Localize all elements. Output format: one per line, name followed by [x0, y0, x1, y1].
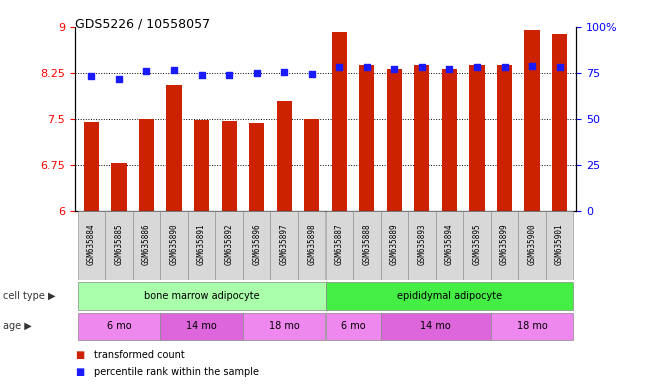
Bar	[381, 313, 491, 340]
Bar	[270, 211, 298, 280]
Bar	[133, 211, 160, 280]
Point	[527, 63, 537, 69]
Point	[86, 73, 96, 79]
Text: GSM635891: GSM635891	[197, 223, 206, 265]
Bar	[414, 65, 430, 211]
Text: GSM635887: GSM635887	[335, 223, 344, 265]
Bar	[546, 211, 574, 280]
Text: GSM635888: GSM635888	[363, 223, 371, 265]
Bar	[469, 65, 484, 211]
Bar	[194, 120, 209, 211]
Point	[169, 67, 179, 73]
Text: transformed count: transformed count	[94, 350, 185, 360]
Bar	[491, 313, 574, 340]
Point	[251, 70, 262, 76]
Text: bone marrow adipocyte: bone marrow adipocyte	[144, 291, 259, 301]
Text: GSM635892: GSM635892	[225, 223, 234, 265]
Text: epididymal adipocyte: epididymal adipocyte	[397, 291, 502, 301]
Bar	[442, 69, 457, 211]
Bar	[518, 211, 546, 280]
Point	[307, 71, 317, 77]
Bar	[497, 65, 512, 211]
Bar	[277, 101, 292, 211]
Point	[417, 64, 427, 70]
Text: ■: ■	[75, 350, 84, 360]
Text: GSM635886: GSM635886	[142, 223, 151, 265]
Bar	[381, 211, 408, 280]
Text: GSM635890: GSM635890	[169, 223, 178, 265]
Bar	[160, 313, 243, 340]
Bar	[525, 30, 540, 211]
Point	[444, 66, 454, 72]
Bar	[84, 122, 99, 211]
Text: 14 mo: 14 mo	[421, 321, 451, 331]
Bar	[464, 211, 491, 280]
Text: 14 mo: 14 mo	[186, 321, 217, 331]
Bar	[77, 211, 105, 280]
Bar	[249, 123, 264, 211]
Text: 6 mo: 6 mo	[340, 321, 365, 331]
Text: GDS5226 / 10558057: GDS5226 / 10558057	[75, 17, 210, 30]
Bar	[326, 211, 353, 280]
Text: ■: ■	[75, 367, 84, 377]
Point	[279, 69, 290, 75]
Text: GSM635894: GSM635894	[445, 223, 454, 265]
Text: GSM635884: GSM635884	[87, 223, 96, 265]
Text: cell type ▶: cell type ▶	[3, 291, 56, 301]
Text: GSM635901: GSM635901	[555, 223, 564, 265]
Text: GSM635897: GSM635897	[280, 223, 288, 265]
Bar	[221, 121, 237, 211]
Bar	[436, 211, 464, 280]
Text: GSM635900: GSM635900	[527, 223, 536, 265]
Bar	[387, 69, 402, 211]
Point	[141, 68, 152, 74]
Bar	[304, 119, 319, 211]
Point	[334, 64, 344, 70]
Bar	[298, 211, 326, 280]
Text: age ▶: age ▶	[3, 321, 32, 331]
Text: GSM635895: GSM635895	[473, 223, 482, 265]
Bar	[353, 211, 381, 280]
Text: 18 mo: 18 mo	[269, 321, 299, 331]
Bar	[111, 163, 126, 211]
Text: percentile rank within the sample: percentile rank within the sample	[94, 367, 259, 377]
Text: GSM635889: GSM635889	[390, 223, 399, 265]
Text: GSM635885: GSM635885	[115, 223, 124, 265]
Text: 6 mo: 6 mo	[107, 321, 132, 331]
Bar	[491, 211, 518, 280]
Bar	[359, 65, 374, 211]
Bar	[77, 282, 326, 310]
Point	[499, 64, 510, 70]
Point	[114, 76, 124, 82]
Bar	[326, 282, 574, 310]
Point	[361, 64, 372, 70]
Bar	[139, 119, 154, 211]
Bar	[243, 211, 270, 280]
Point	[389, 66, 400, 72]
Point	[555, 64, 565, 70]
Text: GSM635899: GSM635899	[500, 223, 509, 265]
Point	[197, 72, 207, 78]
Point	[472, 64, 482, 70]
Bar	[160, 211, 187, 280]
Bar	[332, 32, 347, 211]
Bar	[77, 313, 160, 340]
Text: GSM635893: GSM635893	[417, 223, 426, 265]
Text: 18 mo: 18 mo	[517, 321, 547, 331]
Bar	[552, 34, 567, 211]
Bar	[408, 211, 436, 280]
Bar	[187, 211, 215, 280]
Bar	[105, 211, 133, 280]
Bar	[326, 313, 381, 340]
Text: GSM635898: GSM635898	[307, 223, 316, 265]
Bar	[243, 313, 326, 340]
Bar	[167, 85, 182, 211]
Text: GSM635896: GSM635896	[252, 223, 261, 265]
Point	[224, 72, 234, 78]
Bar	[215, 211, 243, 280]
